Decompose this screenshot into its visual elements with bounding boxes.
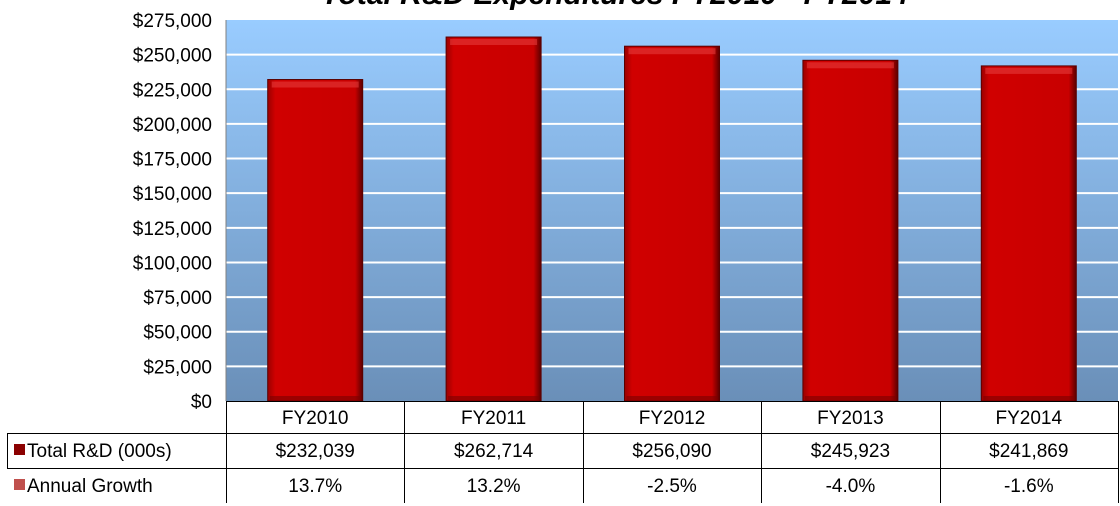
bar [267,79,364,402]
table-cell: -2.5% [647,476,697,497]
x-category-label: FY2012 [639,408,706,429]
x-category-label: FY2013 [817,408,884,429]
y-tick-label: $25,000 [143,357,212,378]
table-row-label: Total R&D (000s) [27,441,172,462]
bar [445,36,542,402]
table-cell: 13.2% [467,476,521,497]
table-cell: -1.6% [1004,476,1054,497]
table-cell: $256,090 [632,441,711,462]
y-tick-label: $125,000 [133,219,212,240]
legend-marker [14,444,25,455]
y-tick-label: $100,000 [133,253,212,274]
bar [624,45,720,402]
bar [802,59,899,402]
y-tick-label: $200,000 [133,115,212,136]
x-category-label: FY2010 [282,408,349,429]
table-cell: -4.0% [826,476,876,497]
y-tick-label: $175,000 [133,150,212,171]
table-row-label: Annual Growth [27,476,153,497]
table-cell: $245,923 [811,441,890,462]
x-category-label: FY2011 [461,408,526,429]
legend-marker [14,479,25,490]
y-tick-label: $150,000 [133,184,212,205]
table-cell: $241,869 [989,441,1068,462]
y-tick-label: $250,000 [133,46,212,67]
y-tick-label: $0 [191,392,212,413]
bar [980,65,1077,402]
y-tick-label: $225,000 [133,80,212,101]
table-cell: $232,039 [276,441,355,462]
table-cell: 13.7% [288,476,342,497]
y-tick-label: $75,000 [143,288,212,309]
chart-title: Total R&D Expenditures FY2010 - FY2014 [321,0,909,11]
x-category-label: FY2014 [996,408,1063,429]
table-cell: $262,714 [454,441,534,462]
y-tick-label: $50,000 [143,323,212,344]
y-tick-label: $275,000 [133,11,212,32]
